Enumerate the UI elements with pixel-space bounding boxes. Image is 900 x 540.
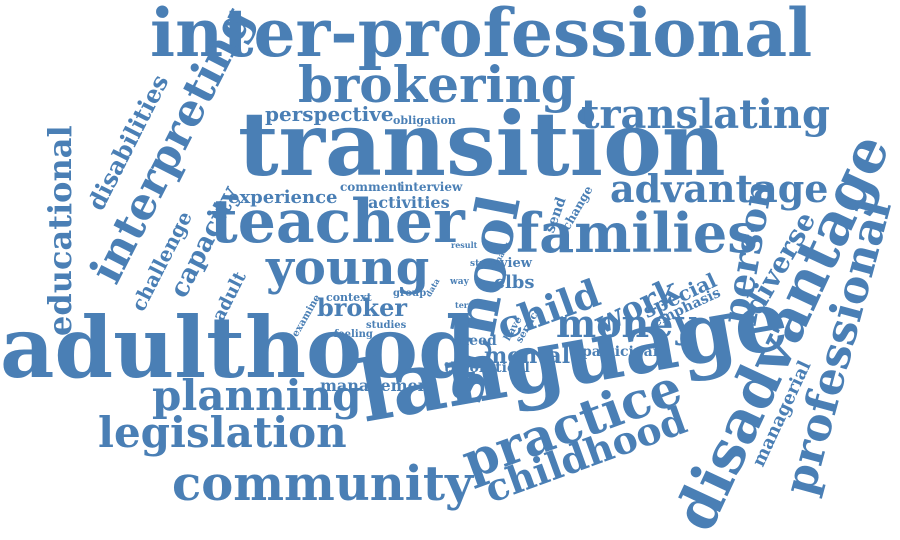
word-need: need <box>459 333 497 349</box>
word-feeling: feeling <box>334 329 373 340</box>
word-view: view <box>500 256 532 271</box>
word-studies: studies <box>366 320 407 331</box>
word-context: context <box>326 291 372 304</box>
word-experience: experience <box>228 187 338 208</box>
word-teacher: teacher <box>210 187 465 257</box>
word-planning: planning <box>152 371 362 420</box>
word-study: study <box>470 259 498 269</box>
word-inter-professional: inter-professional <box>150 0 813 72</box>
word-advantage: advantage <box>610 166 829 211</box>
word-group: group <box>393 288 427 299</box>
word-comment: comment <box>340 180 403 194</box>
word-legislation: legislation <box>98 408 347 457</box>
word-result: result <box>451 240 478 250</box>
word-brokering: brokering <box>298 55 576 114</box>
word-clbs: clbs <box>494 272 535 293</box>
word-broker: broker <box>317 293 407 322</box>
word-participant: participant <box>582 344 670 360</box>
word-term: term <box>455 300 477 310</box>
word-adulthood: adulthood <box>0 298 477 397</box>
word-perspective: perspective <box>265 102 394 126</box>
word-mental: mental <box>484 343 571 369</box>
word-transition: transition <box>238 92 726 196</box>
word-young: young <box>266 240 430 296</box>
word-activities: activities <box>368 193 450 212</box>
word-management: management <box>320 376 437 395</box>
word-money: money <box>556 301 696 346</box>
word-community: community <box>172 456 473 512</box>
word-way: way <box>450 277 469 287</box>
word-translating: translating <box>581 91 830 138</box>
word-families: families <box>516 201 758 265</box>
word-interview: interview <box>400 180 463 194</box>
word-obligation: obligation <box>393 114 456 127</box>
word-theoretical: theoretical <box>444 360 530 376</box>
